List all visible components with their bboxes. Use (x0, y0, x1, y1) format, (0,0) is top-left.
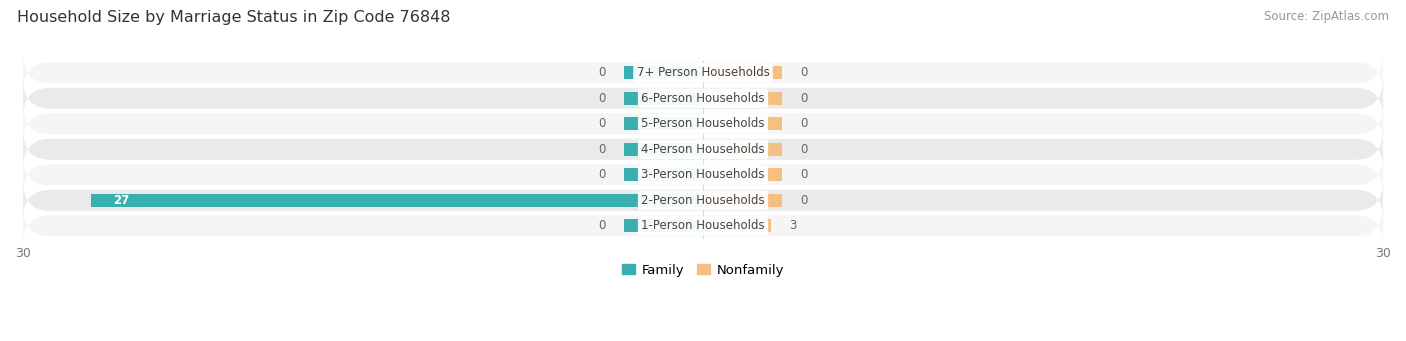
Text: 0: 0 (598, 219, 606, 232)
Bar (624, 143, 703, 156)
Text: Source: ZipAtlas.com: Source: ZipAtlas.com (1264, 10, 1389, 23)
Text: 0: 0 (800, 92, 808, 105)
FancyBboxPatch shape (22, 53, 1384, 93)
FancyBboxPatch shape (22, 180, 1384, 221)
Bar (624, 117, 703, 130)
FancyBboxPatch shape (22, 206, 1384, 246)
Text: 0: 0 (598, 117, 606, 130)
Bar (703, 143, 782, 156)
Text: 3: 3 (789, 219, 797, 232)
Text: 0: 0 (800, 66, 808, 79)
Text: Household Size by Marriage Status in Zip Code 76848: Household Size by Marriage Status in Zip… (17, 10, 450, 25)
Text: 0: 0 (598, 66, 606, 79)
Text: 2-Person Households: 2-Person Households (641, 194, 765, 207)
Bar (624, 66, 703, 79)
Text: 5-Person Households: 5-Person Households (641, 117, 765, 130)
Bar (703, 92, 782, 105)
Text: 0: 0 (598, 143, 606, 156)
FancyBboxPatch shape (22, 129, 1384, 169)
FancyBboxPatch shape (22, 155, 1384, 195)
Bar (91, 194, 703, 207)
Text: 0: 0 (800, 143, 808, 156)
Text: 27: 27 (114, 194, 129, 207)
FancyBboxPatch shape (22, 104, 1384, 144)
Text: 0: 0 (598, 168, 606, 181)
Bar (703, 219, 770, 233)
Text: 3-Person Households: 3-Person Households (641, 168, 765, 181)
Bar (703, 117, 782, 130)
Bar (703, 66, 782, 79)
Bar (624, 168, 703, 181)
FancyBboxPatch shape (22, 78, 1384, 118)
Legend: Family, Nonfamily: Family, Nonfamily (616, 258, 790, 282)
Text: 0: 0 (598, 92, 606, 105)
Text: 7+ Person Households: 7+ Person Households (637, 66, 769, 79)
Text: 0: 0 (800, 168, 808, 181)
Text: 0: 0 (800, 194, 808, 207)
Bar (703, 168, 782, 181)
Bar (624, 219, 703, 233)
Text: 4-Person Households: 4-Person Households (641, 143, 765, 156)
Text: 6-Person Households: 6-Person Households (641, 92, 765, 105)
Bar (703, 194, 782, 207)
Bar (624, 92, 703, 105)
Text: 1-Person Households: 1-Person Households (641, 219, 765, 232)
Text: 0: 0 (800, 117, 808, 130)
